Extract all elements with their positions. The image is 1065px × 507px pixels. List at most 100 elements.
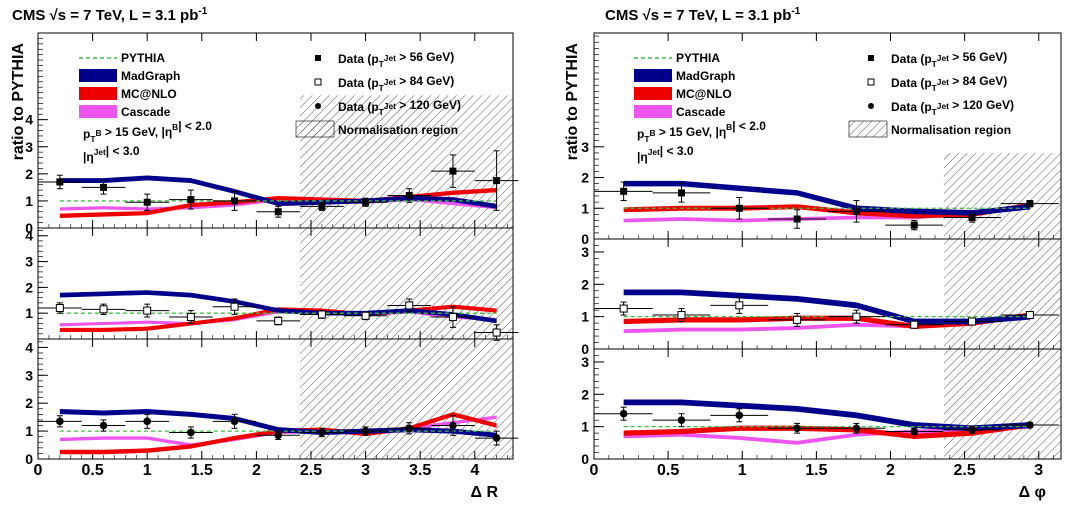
data-point xyxy=(230,417,239,426)
x-tick-label: 2 xyxy=(252,462,261,479)
data-point xyxy=(493,177,501,185)
data-point xyxy=(1026,421,1034,429)
legend-madgraph-swatch xyxy=(79,69,117,82)
x-tick-label: 2.5 xyxy=(300,462,322,479)
y-tick-label: 1 xyxy=(25,423,33,439)
y-tick-label: 1 xyxy=(581,200,589,216)
data-point xyxy=(619,304,628,313)
legend-mcatnlo-swatch xyxy=(634,87,672,100)
data-point xyxy=(852,207,860,215)
legend-mcatnlo-label: MC@NLO xyxy=(676,87,732,101)
y-tick-label: 4 xyxy=(25,112,33,128)
legend-data56-label: Data (pTJet > 56 GeV) xyxy=(338,50,454,69)
data-point xyxy=(735,204,743,212)
x-tick-label: 3.5 xyxy=(409,462,431,479)
x-axis-label: Δ φ xyxy=(1019,484,1046,501)
y-tick-label: 2 xyxy=(581,170,589,186)
data-point xyxy=(492,434,501,442)
data-point xyxy=(910,221,918,229)
legend-norm-label: Normalisation region xyxy=(891,123,1011,137)
legend-cascade-swatch xyxy=(634,105,672,118)
legend-norm-label: Normalisation region xyxy=(338,123,458,137)
legend-cascade-label: Cascade xyxy=(121,105,171,119)
data-point xyxy=(852,424,861,433)
data-point xyxy=(405,192,413,199)
x-tick-label: 2.5 xyxy=(954,462,976,479)
data-point xyxy=(143,417,151,426)
data-point xyxy=(231,197,239,205)
legend-cascade-swatch xyxy=(79,105,117,118)
data-point xyxy=(230,302,239,311)
y-tick-label: 3 xyxy=(581,139,589,155)
legend-data84-label: Data (pTJet > 84 GeV) xyxy=(338,74,454,93)
legend-norm-swatch xyxy=(848,120,888,138)
y-tick-label: 2 xyxy=(581,386,589,402)
legend-data84-marker xyxy=(867,78,875,86)
data-point xyxy=(55,304,64,313)
x-tick-label: 3 xyxy=(1034,462,1043,479)
mcatnlo-band xyxy=(59,187,497,218)
y-tick-label: 2 xyxy=(581,276,589,292)
x-axis-label: Δ R xyxy=(471,484,499,501)
y-tick-label: 3 xyxy=(25,139,33,155)
legend-data120-label: Data (pTJet > 120 GeV) xyxy=(338,98,461,117)
legend: PYTHIA MadGraph MC@NLO Cascade Data (pTJet >… xyxy=(79,50,461,164)
legend-madgraph-label: MadGraph xyxy=(121,69,180,83)
panel-3: 0 1 2 3 xyxy=(581,348,1062,467)
data-point xyxy=(620,187,628,195)
data-point xyxy=(143,198,151,206)
x-tick-label: 1.5 xyxy=(191,462,213,479)
y-tick-label: 2 xyxy=(25,395,33,411)
data-point xyxy=(100,183,108,191)
cuts-line-2: |ηJet| < 3.0 xyxy=(637,144,694,164)
data-point xyxy=(448,313,457,322)
madgraph-band xyxy=(59,175,497,209)
data-point xyxy=(187,196,195,204)
data-point xyxy=(852,312,861,321)
data-point xyxy=(449,421,457,430)
normalisation-region-hatch xyxy=(943,152,1061,459)
legend-norm-swatch xyxy=(295,120,335,138)
data-point xyxy=(449,167,457,175)
y-tick-label: 1 xyxy=(25,305,33,321)
cuts-line-2: |ηJet| < 3.0 xyxy=(83,144,140,164)
madgraph-band xyxy=(623,289,1030,325)
data-point xyxy=(1026,200,1034,208)
x-tick-label: 0.5 xyxy=(657,462,679,479)
data-point xyxy=(317,310,326,319)
data-point xyxy=(362,198,370,206)
x-tick-label: 1.5 xyxy=(805,462,827,479)
legend-data120-marker xyxy=(315,103,321,109)
legend-data120-marker xyxy=(868,103,874,109)
y-tick-label: 3 xyxy=(581,244,589,260)
y-axis-label: ratio to PYTHIA xyxy=(564,43,581,161)
y-tick-label: 4 xyxy=(25,339,33,355)
legend: PYTHIA MadGraph MC@NLO Cascade Data (pTJet >… xyxy=(634,50,1014,164)
data-point xyxy=(793,315,802,324)
y-tick-label: 3 xyxy=(25,367,33,383)
data-point xyxy=(735,301,744,310)
x-tick-label: 4 xyxy=(470,462,479,479)
legend-data56-marker xyxy=(868,55,874,61)
legend-pythia-label: PYTHIA xyxy=(121,51,165,65)
y-tick-label: 0 xyxy=(581,231,589,247)
data-point xyxy=(361,427,370,435)
data-point xyxy=(318,202,326,210)
legend-mcatnlo-label: MC@NLO xyxy=(121,87,177,101)
panel-1: 0 1 2 3 4 xyxy=(25,32,519,236)
cuts-line-1: pTB > 15 GeV, |ηB| < 2.0 xyxy=(637,119,766,144)
legend-data84-label: Data (pTJet > 84 GeV) xyxy=(891,74,1007,93)
x-tick-label: 0 xyxy=(590,462,599,479)
data-point xyxy=(56,417,64,426)
data-point xyxy=(187,428,195,437)
y-tick-label: 3 xyxy=(581,354,589,370)
data-point xyxy=(405,301,414,310)
right-plot: CMS √s = 7 TeV, L = 3.1 pb-1 ratio to PYT… xyxy=(564,6,1062,501)
data-point xyxy=(910,427,919,436)
data-point xyxy=(361,311,370,320)
data-point xyxy=(677,189,685,197)
y-tick-label: 3 xyxy=(25,254,33,270)
mcatnlo-band xyxy=(623,202,1030,219)
x-tick-label: 1 xyxy=(738,462,747,479)
